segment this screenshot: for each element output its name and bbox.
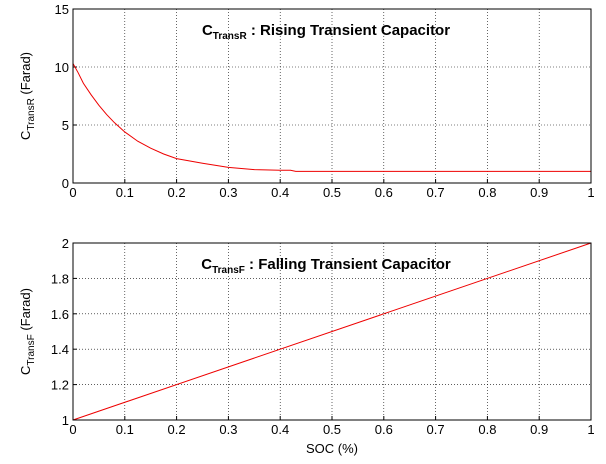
y-tick-label: 5 <box>62 118 69 133</box>
x-tick-label: 0.2 <box>168 422 186 437</box>
axes-frame <box>72 242 592 421</box>
title-sub: TransR <box>213 31 248 42</box>
x-tick-label: 0 <box>69 185 76 200</box>
y-tick-label: 15 <box>55 2 69 17</box>
x-tick-label: 0.8 <box>478 422 496 437</box>
y-tick-label: 0 <box>62 176 69 191</box>
data-line <box>72 63 591 172</box>
x-tick-label: 0.7 <box>427 422 445 437</box>
x-axis-label: SOC (%) <box>306 441 358 456</box>
y-axis-label: CTransF (Farad) <box>18 288 37 375</box>
y-tick-label: 1.4 <box>51 342 69 357</box>
title-main: C <box>201 256 212 273</box>
chart-title: CTransF : Falling Transient Capacitor <box>201 256 451 276</box>
x-tick-label: 1 <box>587 185 594 200</box>
x-tick-label: 0.2 <box>168 185 186 200</box>
x-tick-label: 0.4 <box>271 422 289 437</box>
y-tick-label: 10 <box>55 60 69 75</box>
y-tick-label: 2 <box>62 236 69 251</box>
x-tick-label: 0.3 <box>219 422 237 437</box>
y-axis-label: CTransR (Farad) <box>18 52 37 140</box>
ylabel-main: C <box>18 366 33 375</box>
x-tick-label: 0.9 <box>530 422 548 437</box>
y-tick-label: 1 <box>62 413 69 428</box>
x-tick-label: 1 <box>587 422 594 437</box>
subplot: 0 0.1 0.2 0.3 0.4 0.5 0.6 0.7 0.8 0.9 1051015CTran… <box>18 2 595 200</box>
title-rest: : Falling Transient Capacitor <box>245 256 451 273</box>
ylabel-rest: (Farad) <box>18 288 33 334</box>
x-tick-label: 0.5 <box>323 185 341 200</box>
chart-title: CTransR : Rising Transient Capacitor <box>202 22 450 42</box>
ylabel-sub: TransR <box>26 98 37 130</box>
title-rest: : Rising Transient Capacitor <box>247 22 451 39</box>
x-tick-label: 0.5 <box>323 422 341 437</box>
ylabel-rest: (Farad) <box>18 52 33 98</box>
y-tick-label: 1.8 <box>51 271 69 286</box>
ylabel-sub: TransF <box>26 334 37 365</box>
x-tick-label: 0 <box>69 422 76 437</box>
x-tick-label: 0.7 <box>427 185 445 200</box>
x-tick-label: 0.9 <box>530 185 548 200</box>
x-tick-label: 0.8 <box>478 185 496 200</box>
title-main: C <box>202 22 213 39</box>
subplot: 0 0.1 0.2 0.3 0.4 0.5 0.6 0.7 0.8 0.9 1 1 1.2 1.4 1.6 1… <box>18 236 595 456</box>
x-tick-label: 0.6 <box>375 422 393 437</box>
x-tick-label: 0.4 <box>271 185 289 200</box>
title-sub: TransF <box>212 265 245 276</box>
y-tick-label: 1.2 <box>51 378 69 393</box>
ylabel-main: C <box>18 131 33 140</box>
y-tick-label: 1.6 <box>51 307 69 322</box>
axes-frame <box>72 8 592 184</box>
x-tick-label: 0.6 <box>375 185 393 200</box>
x-tick-label: 0.3 <box>219 185 237 200</box>
x-tick-label: 0.1 <box>116 422 134 437</box>
data-line <box>72 242 592 421</box>
x-tick-label: 0.1 <box>116 185 134 200</box>
